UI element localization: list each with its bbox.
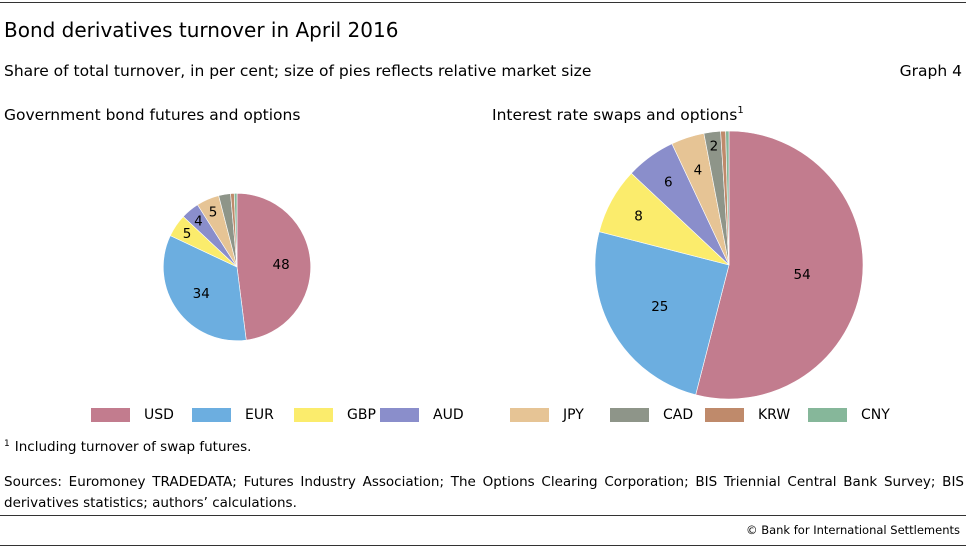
- legend-swatch-usd: [91, 408, 130, 422]
- legend-swatch-gbp: [294, 408, 333, 422]
- legend-label-krw: KRW: [758, 407, 791, 423]
- legend-item-eur: EUR: [192, 404, 274, 426]
- footnote: 1 Including turnover of swap futures.: [4, 439, 251, 455]
- legend-label-aud: AUD: [433, 407, 464, 423]
- legend-swatch-cad: [610, 408, 649, 422]
- pie-slice-usd: [236, 192, 311, 341]
- pie-slice-label-eur: 34: [193, 286, 210, 302]
- legend-swatch-krw: [705, 408, 744, 422]
- pie-slice-label-usd: 48: [273, 257, 290, 273]
- legend-swatch-jpy: [510, 408, 549, 422]
- left-panel-title: Government bond futures and options: [4, 106, 300, 124]
- legend: USD EUR GBP AUD JPY CAD KRW CNY: [0, 404, 966, 426]
- pie-slice-label-cad: 2: [710, 138, 719, 154]
- sources-note: Sources: Euromoney TRADEDATA; Futures In…: [4, 474, 964, 511]
- right-panel-title-note: 1: [737, 105, 744, 116]
- legend-label-gbp: GBP: [347, 407, 376, 423]
- pie-slice-label-aud: 4: [194, 213, 203, 229]
- chart-subtitle: Share of total turnover, in per cent; si…: [4, 62, 592, 80]
- pie-slice-label-gbp: 5: [183, 226, 192, 242]
- left-panel-title-text: Government bond futures and options: [4, 106, 301, 124]
- legend-label-cny: CNY: [861, 407, 890, 423]
- pie-slice-label-aud: 6: [664, 175, 673, 191]
- pie-slice-usd: [695, 130, 864, 400]
- bottom-rule: [0, 515, 966, 516]
- top-rule: [0, 2, 966, 3]
- footer-rule: [0, 545, 966, 546]
- legend-item-usd: USD: [91, 404, 174, 426]
- pie-slice-cny: [233, 192, 238, 268]
- pie-slice-label-gbp: 8: [634, 208, 643, 224]
- legend-label-jpy: JPY: [563, 407, 584, 423]
- legend-item-krw: KRW: [705, 404, 790, 426]
- pie-slice-cny: [725, 130, 730, 266]
- legend-item-cad: CAD: [610, 404, 693, 426]
- pie-interest-rate-swaps: 54 25 8 6 42: [594, 130, 864, 400]
- footnote-mark: 1: [4, 439, 10, 449]
- graph-number: Graph 4: [899, 62, 962, 80]
- legend-item-gbp: GBP: [294, 404, 376, 426]
- legend-swatch-aud: [380, 408, 419, 422]
- legend-swatch-cny: [808, 408, 847, 422]
- pie-slice-label-usd: 54: [794, 267, 811, 283]
- legend-item-jpy: JPY: [510, 404, 584, 426]
- copyright: © Bank for International Settlements: [746, 523, 960, 537]
- legend-label-usd: USD: [144, 407, 174, 423]
- chart-title: Bond derivatives turnover in April 2016: [4, 18, 399, 42]
- legend-label-cad: CAD: [663, 407, 694, 423]
- pie-government-bond-futures: 48 34 545: [163, 192, 311, 341]
- pie-slice-label-eur: 25: [651, 299, 668, 315]
- footnote-text: Including turnover of swap futures.: [14, 439, 252, 455]
- pie-slice-label-jpy: 5: [209, 205, 218, 221]
- pie-slice-eur: [594, 231, 730, 396]
- legend-label-eur: EUR: [245, 407, 274, 423]
- pie-slice-label-jpy: 4: [694, 162, 703, 178]
- legend-item-aud: AUD: [380, 404, 464, 426]
- legend-swatch-eur: [192, 408, 231, 422]
- right-panel-title: Interest rate swaps and options1: [492, 105, 744, 125]
- legend-item-cny: CNY: [808, 404, 890, 426]
- right-panel-title-text: Interest rate swaps and options: [492, 106, 738, 125]
